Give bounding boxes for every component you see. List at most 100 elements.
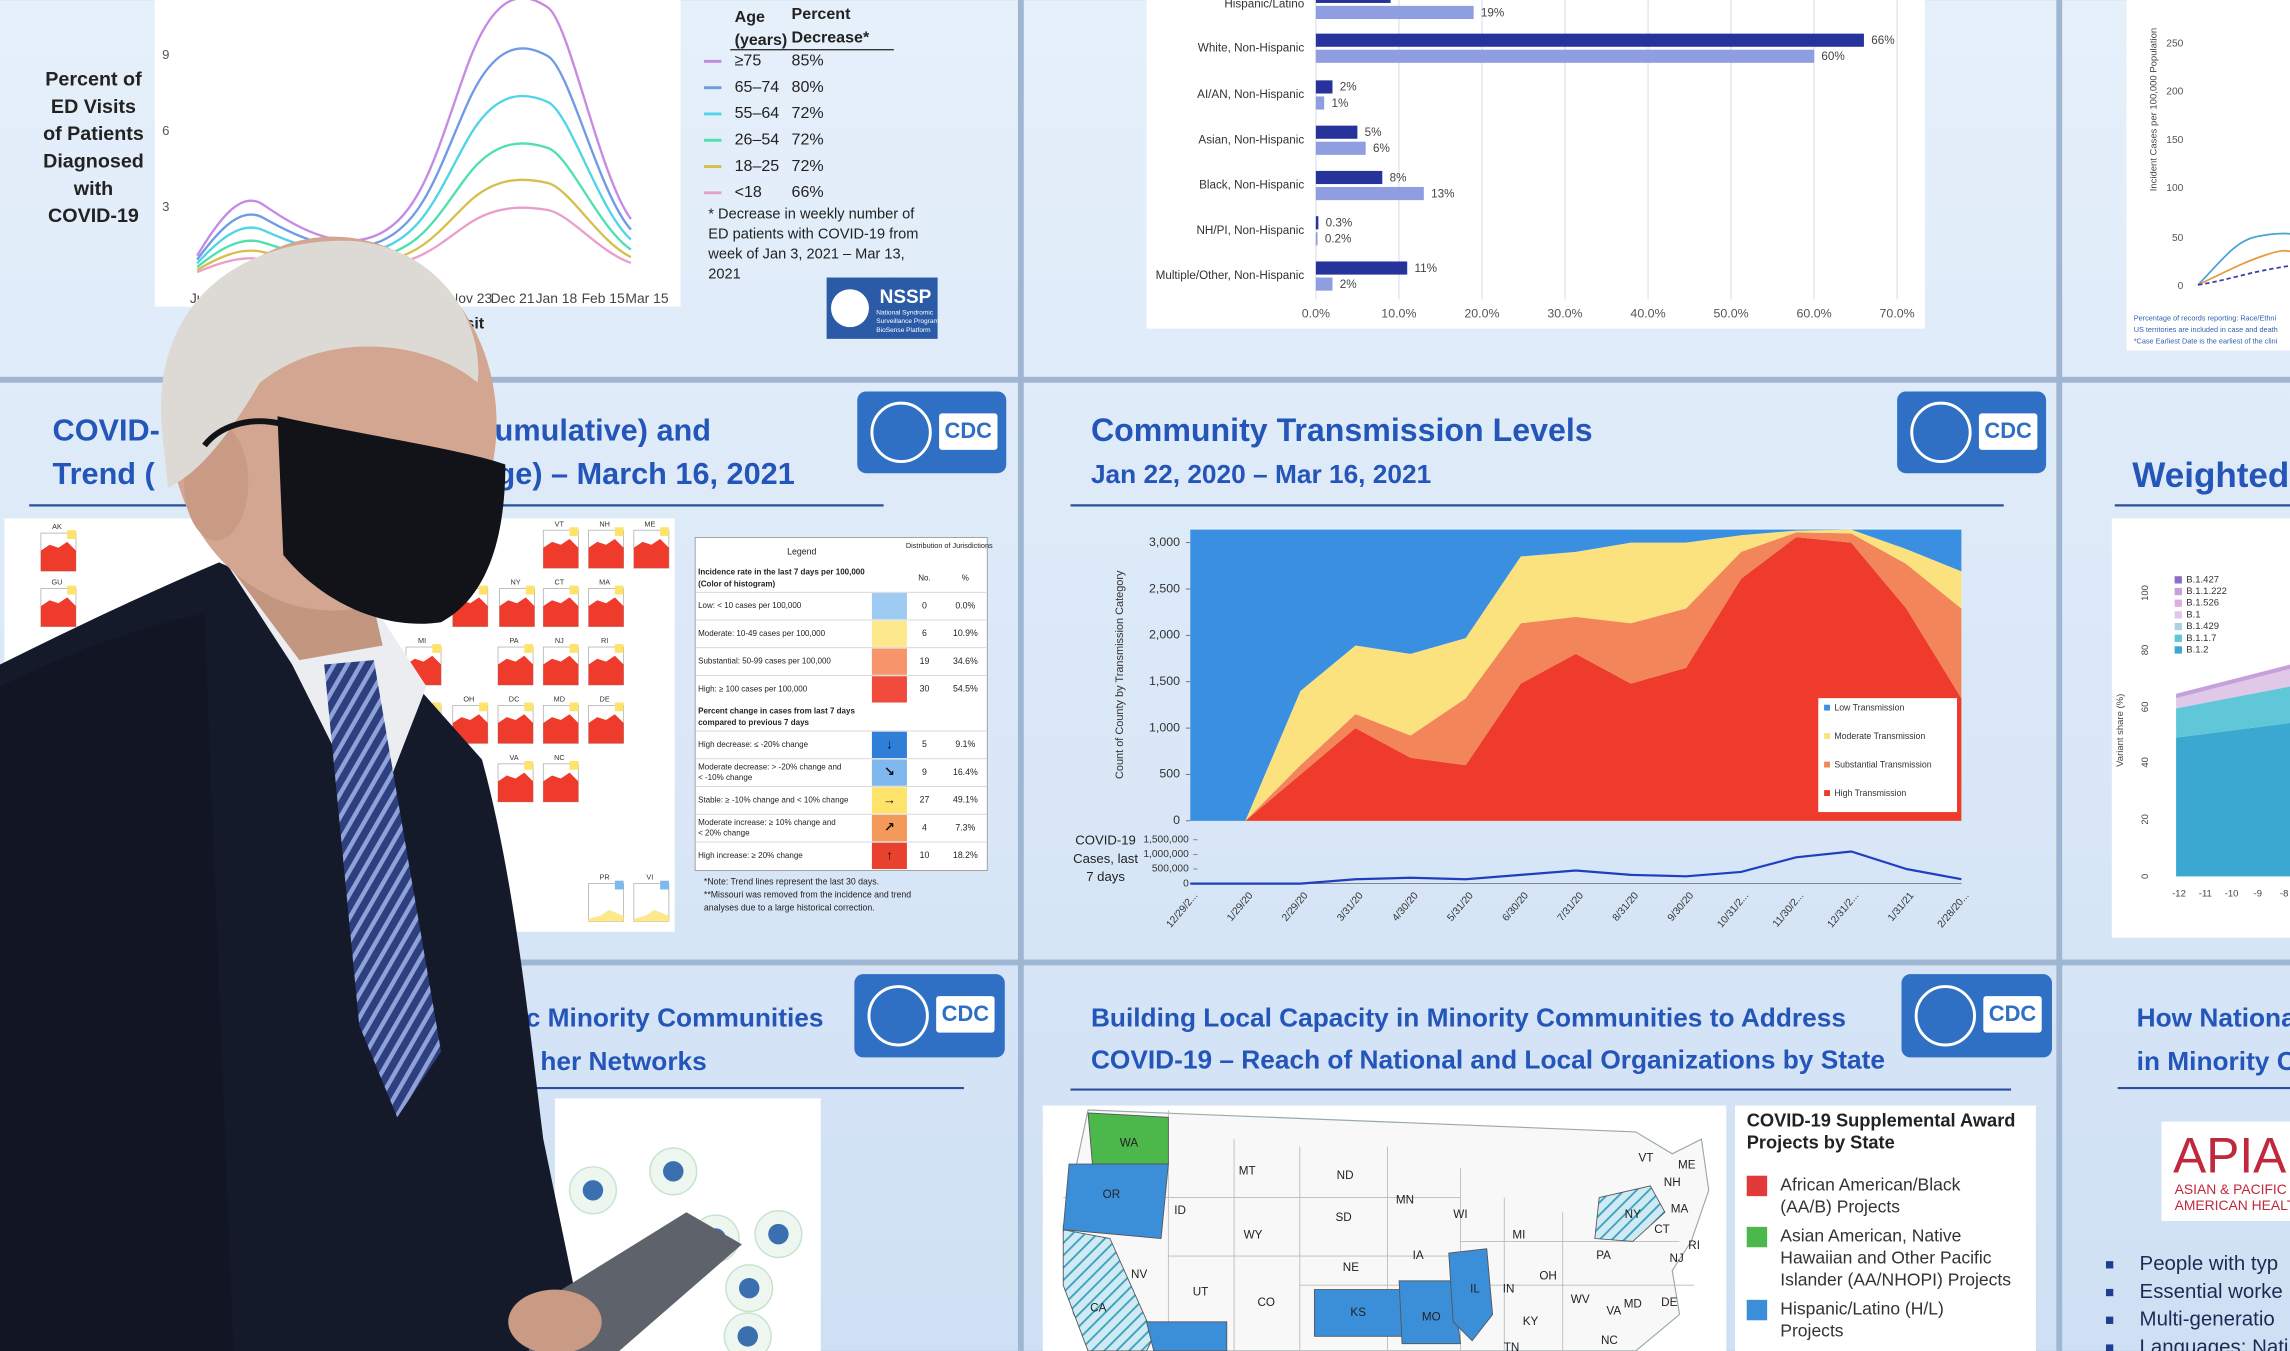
y-tick-label: 100 [2140, 585, 2151, 601]
state-label: OH [463, 695, 474, 704]
legend-label: Islander (AA/NHOPI) Projects [1780, 1269, 2011, 1289]
x-tick-label: -10 [2225, 888, 2239, 899]
x-tick-label: 40.0% [1630, 306, 1665, 320]
bar [1315, 277, 1333, 291]
category-label: Multiple/Other, Non-Hispanic [1156, 269, 1305, 282]
state-histogram [499, 597, 535, 627]
x-tick-label: 10.0% [1381, 306, 1416, 320]
panel-title: Weighted [2132, 456, 2289, 495]
table-label: Low: < 10 cases per 100,000 [698, 601, 802, 610]
state-fill [1398, 1280, 1461, 1345]
footnote: *Note: Trend lines represent the last 30… [704, 876, 879, 886]
panel-title: in Minority C [2137, 1046, 2290, 1076]
y-axis-title: Incident Cases per 100,000 Population [2149, 28, 2160, 191]
value-label: 13% [1431, 187, 1454, 200]
legend-decrease: 66% [792, 183, 824, 201]
legend-decrease: 85% [792, 52, 824, 70]
legend-label: Hawaiian and Other Pacific [1780, 1248, 1992, 1268]
trend-badge [569, 644, 579, 653]
apia-sub: AMERICAN HEALT [2175, 1197, 2290, 1213]
state-label: PA [1596, 1249, 1611, 1262]
y-tick-label: 0 [1173, 813, 1180, 827]
legend-decrease: 80% [792, 78, 824, 96]
state-label: VI [646, 873, 653, 882]
legend-label: (AA/B) Projects [1780, 1196, 1900, 1216]
y-axis-title: with [73, 178, 113, 200]
state-histogram [588, 597, 624, 627]
legend-swatch [1824, 761, 1830, 768]
trend-badge [524, 644, 534, 653]
state-histogram [588, 714, 624, 744]
legend-swatch [2174, 611, 2182, 619]
apia-sub: ASIAN & PACIFIC [2175, 1181, 2287, 1197]
value-label: 2% [1340, 81, 1357, 94]
trend-badge [479, 702, 488, 712]
stacked-area [1190, 537, 1962, 821]
table-count: 27 [920, 795, 930, 805]
stacked-area [1190, 532, 1962, 821]
y-tick-label: 6 [162, 123, 169, 138]
panel-title: Community Transmission Levels [1091, 412, 1593, 448]
x-tick-label: Mar 15 [625, 290, 668, 306]
state-label: MO [1422, 1310, 1441, 1323]
x-tick-label: 20.0% [1464, 306, 1499, 320]
value-label: 0.3% [1326, 217, 1353, 230]
y-tick-label: 500,000 [1152, 864, 1189, 875]
state-label: NY [510, 578, 520, 587]
mini-chart-label: Cases, last [1073, 851, 1138, 866]
legend-header: Age [735, 8, 765, 26]
table-swatch [871, 787, 907, 814]
bar [1315, 5, 1474, 20]
value-label: 8% [1390, 171, 1407, 184]
x-tick-label: 0.0% [1302, 306, 1330, 320]
state-label: NC [1601, 1334, 1618, 1347]
bar [1315, 96, 1325, 110]
legend-header: Decrease* [792, 28, 870, 46]
panel-title: cumulative) and [478, 413, 711, 447]
legend-age: ≥75 [735, 52, 762, 70]
panel-seam [1017, 0, 1024, 1351]
legend-age: 55–64 [735, 104, 780, 122]
state-label: VT [1638, 1151, 1653, 1164]
hhs-seal [1910, 401, 1972, 464]
legend-swatch [2174, 587, 2182, 596]
state-label: PR [600, 873, 610, 882]
table-heading: Percent change in cases from last 7 days [698, 706, 855, 715]
panel-title: ic Minority Communities [518, 1002, 823, 1032]
trend-badge [569, 702, 579, 712]
legend-age: 65–74 [735, 78, 780, 96]
x-tick-label: 60.0% [1797, 306, 1832, 320]
table-swatch [871, 842, 907, 870]
category-label: White, Non-Hispanic [1198, 41, 1305, 54]
cdc-badge [936, 996, 995, 1033]
trend-badge [479, 585, 488, 595]
value-label: 11% [1415, 262, 1438, 275]
chart-card [2126, 0, 2290, 351]
state-label: MA [1671, 1202, 1689, 1215]
mini-chart-label: 7 days [1086, 869, 1125, 884]
y-tick-label: 60 [2140, 702, 2151, 713]
table-label: Moderate decrease: > -20% change and [698, 763, 841, 772]
bar [1315, 232, 1318, 246]
us-outline [1062, 1109, 1710, 1351]
state-histogram [452, 714, 488, 744]
panel-title: her Networks [540, 1046, 706, 1076]
y-tick-label: 1,000,000 [1143, 849, 1189, 860]
table-count: 30 [920, 684, 930, 694]
state-histogram [498, 772, 534, 802]
state-histogram [543, 597, 579, 627]
table-swatch [871, 648, 907, 675]
table-percent: 9.1% [955, 739, 975, 749]
table-label: Moderate increase: ≥ 10% change and [698, 818, 836, 827]
state-label: CA [1090, 1302, 1106, 1315]
state-label: DE [600, 695, 610, 704]
state-label: DC [509, 695, 520, 704]
state-label: NY [1625, 1208, 1641, 1221]
table-label: High: ≥ 100 cases per 100,000 [698, 684, 808, 693]
legend-label: High Transmission [1834, 788, 1906, 798]
state-label: CO [1257, 1296, 1275, 1309]
y-tick-label: 1,500,000 [1143, 835, 1189, 846]
legend-label: B.1 [2186, 609, 2200, 620]
y-tick-label: 3,000 [1149, 535, 1180, 549]
hair [160, 240, 479, 488]
